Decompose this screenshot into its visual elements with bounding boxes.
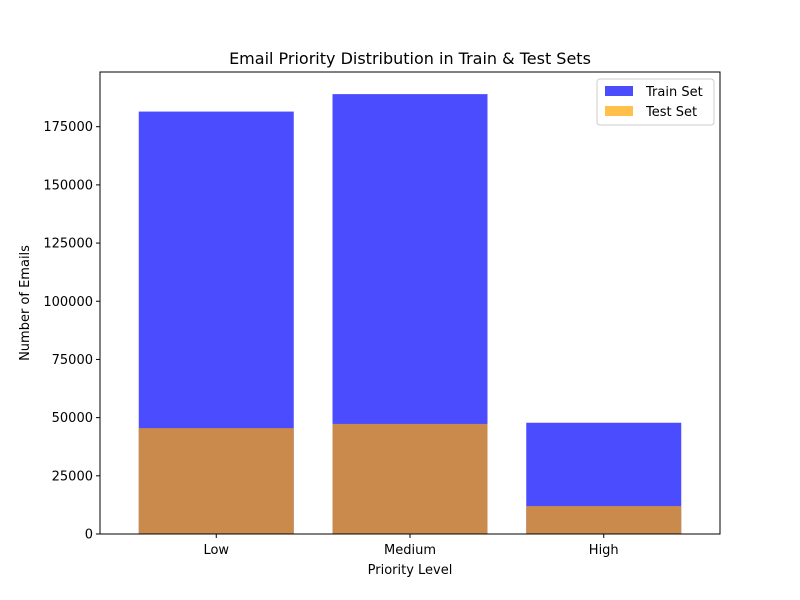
y-axis-label: Number of Emails — [18, 245, 33, 361]
legend: Train Set Test Set — [596, 78, 715, 126]
x-axis-label: Priority Level — [368, 563, 453, 578]
x-tick-label: High — [589, 543, 619, 558]
y-axis: 0 25000 50000 75000 100000 125000 150000 175000 — [43, 120, 100, 543]
bar-test-set-high — [526, 506, 682, 534]
chart-title: Email Priority Distribution in Train & T… — [229, 49, 591, 68]
legend-label-train: Train Set — [645, 85, 703, 100]
legend-label-test: Test Set — [645, 105, 697, 120]
x-tick-label: Low — [203, 543, 229, 558]
y-tick-label: 125000 — [43, 237, 93, 252]
x-tick-label: Medium — [384, 543, 436, 558]
y-tick-label: 175000 — [43, 120, 93, 135]
legend-swatch-train — [605, 86, 633, 96]
bar-test-set-low — [138, 428, 294, 534]
y-tick-label: 50000 — [52, 411, 93, 426]
legend-swatch-test — [605, 106, 633, 116]
bar-test-set-medium — [332, 423, 488, 534]
x-axis: Low Medium High — [203, 534, 619, 558]
y-tick-label: 0 — [85, 528, 93, 543]
bars-layer — [138, 94, 682, 535]
y-tick-label: 25000 — [52, 469, 93, 484]
y-tick-label: 150000 — [43, 178, 93, 193]
y-tick-label: 75000 — [52, 353, 93, 368]
y-tick-label: 100000 — [43, 295, 93, 310]
